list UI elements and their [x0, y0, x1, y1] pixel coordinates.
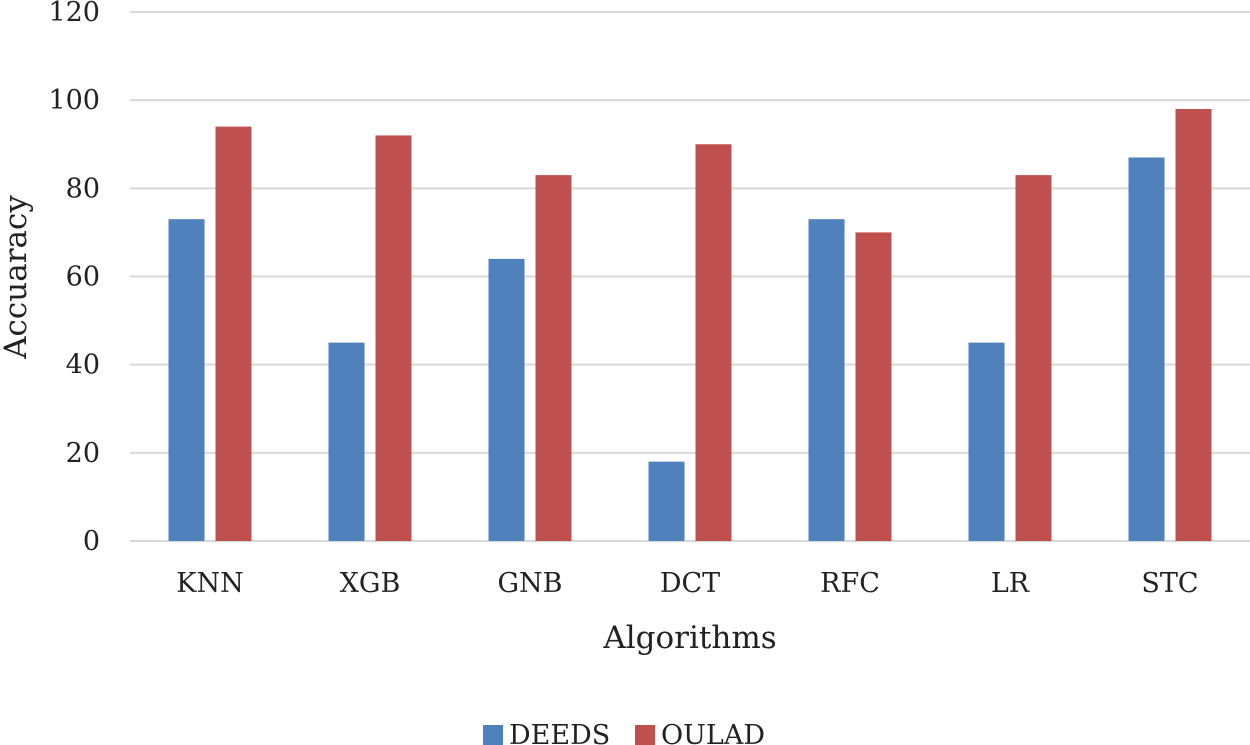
y-tick-label: 80 [66, 173, 100, 204]
y-tick-label: 20 [66, 438, 100, 469]
x-axis-ticks: KNN XGB GNB DCT RFC LR STC [176, 568, 1198, 599]
bars [168, 108, 1212, 542]
y-axis-title: Accuaracy [0, 195, 34, 360]
bar-oulad-lr [1015, 175, 1052, 541]
legend-swatch-oulad [635, 725, 655, 745]
bar-oulad-gnb [535, 175, 572, 541]
bar-deeds-rfc [808, 219, 845, 542]
y-tick-label: 40 [66, 350, 100, 381]
x-tick-label: XGB [340, 568, 401, 599]
gridlines [130, 11, 1250, 542]
bar-deeds-lr [968, 342, 1005, 541]
bar-deeds-gnb [488, 258, 525, 541]
bar-oulad-stc [1175, 108, 1212, 541]
bar-deeds-dct [648, 461, 685, 541]
y-tick-label: 0 [83, 526, 100, 557]
x-tick-label: KNN [176, 568, 243, 599]
y-tick-label: 60 [66, 262, 100, 293]
bar-oulad-rfc [855, 232, 892, 541]
x-tick-label: GNB [497, 568, 562, 599]
x-tick-label: LR [991, 568, 1030, 599]
y-axis-ticks: 0 20 40 60 80 100 120 [48, 0, 100, 557]
bar-deeds-xgb [328, 342, 365, 541]
bar-deeds-knn [168, 219, 205, 542]
y-tick-label: 120 [48, 0, 100, 28]
bar-deeds-stc [1128, 157, 1165, 541]
legend-swatch-deeds [483, 725, 503, 745]
y-tick-label: 100 [48, 85, 100, 116]
x-axis-title: Algorithms [602, 620, 776, 656]
legend-label-deeds: DEEDS [509, 720, 610, 745]
x-tick-label: DCT [660, 568, 720, 599]
bar-oulad-dct [695, 144, 732, 541]
bar-oulad-xgb [375, 135, 412, 541]
bar-oulad-knn [215, 126, 252, 541]
x-tick-label: RFC [820, 568, 880, 599]
legend: DEEDS OULAD [483, 720, 765, 745]
x-tick-label: STC [1141, 568, 1198, 599]
legend-label-oulad: OULAD [661, 720, 765, 745]
